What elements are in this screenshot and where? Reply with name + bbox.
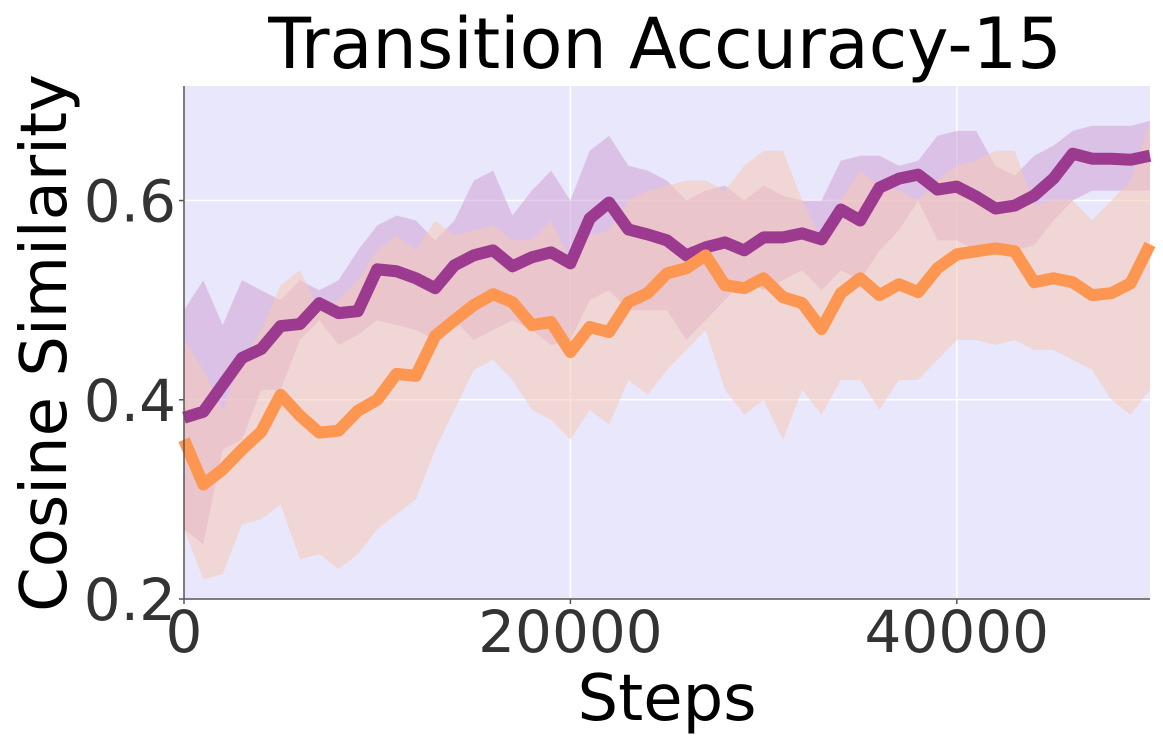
axes xyxy=(183,86,1150,600)
series-lines xyxy=(178,147,1156,491)
series-1-line xyxy=(182,147,1152,424)
y-tick-label: 0.4 xyxy=(84,367,176,435)
y-axis-label: Cosine Similarity xyxy=(8,74,82,612)
y-tick-label: 0.2 xyxy=(84,566,176,634)
series-2-band xyxy=(184,120,1150,580)
series-2-line xyxy=(178,241,1156,491)
y-tick-label: 0.6 xyxy=(84,168,176,236)
chart-title: Transition Accuracy-15 xyxy=(267,3,1061,85)
x-ticks: 0 20000 40000 xyxy=(166,598,1050,666)
x-axis-label: Steps xyxy=(577,662,756,736)
x-tick-label: 0 xyxy=(166,598,203,666)
x-tick-label: 20000 xyxy=(478,598,663,666)
y-ticks: 0.2 0.4 0.6 xyxy=(84,168,184,634)
confidence-bands xyxy=(184,120,1150,580)
x-tick-label: 40000 xyxy=(865,598,1050,666)
